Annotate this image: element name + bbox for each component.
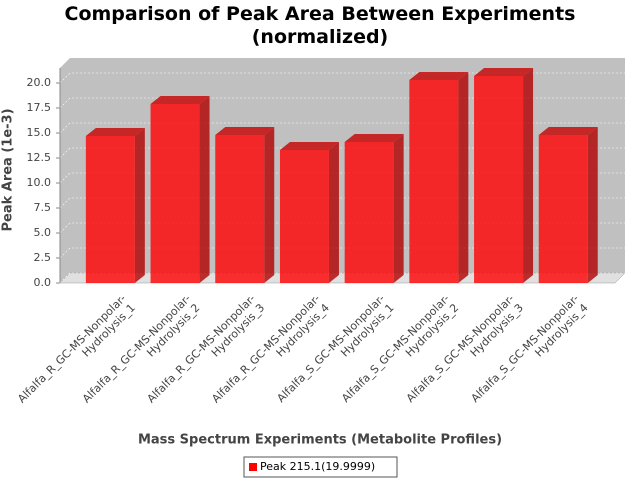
- bar: [279, 150, 329, 283]
- y-tick-label: 5.0: [34, 226, 52, 239]
- bar: [409, 80, 459, 283]
- y-tick-label: 2.5: [34, 251, 52, 264]
- x-tick-label: Alfalfa_S_GC-MS-Nonpolar-Hydrolysis_4: [469, 292, 591, 414]
- bar-side: [328, 142, 339, 283]
- bar-top: [474, 68, 534, 76]
- y-tick-label: 17.5: [27, 101, 52, 114]
- y-tick-label: 7.5: [34, 201, 52, 214]
- bar: [215, 135, 265, 283]
- x-tick-label: Alfalfa_S_GC-MS-Nonpolar-Hydrolysis_1: [274, 292, 396, 414]
- x-tick-label: Alfalfa_S_GC-MS-Nonpolar-Hydrolysis_3: [404, 292, 526, 414]
- y-axis-label: Peak Area (1e-3): [1, 108, 16, 231]
- y-tick-label: 15.0: [27, 126, 52, 139]
- bar: [150, 104, 200, 283]
- x-tick-label: Alfalfa_R_GC-MS-Nonpolar-Hydrolysis_2: [80, 292, 203, 415]
- bar-side: [199, 96, 210, 283]
- bar: [85, 136, 135, 283]
- x-tick-label: Alfalfa_S_GC-MS-Nonpolar-Hydrolysis_2: [339, 292, 461, 414]
- bar-side: [523, 68, 534, 283]
- bar-top: [344, 134, 404, 142]
- legend-box: [243, 456, 398, 478]
- bar-top: [279, 142, 339, 150]
- y-tick-label: 0.0: [34, 276, 52, 289]
- x-axis-label: Mass Spectrum Experiments (Metabolite Pr…: [138, 433, 502, 448]
- y-tick-label: 12.5: [27, 151, 52, 164]
- bar-side: [393, 134, 404, 283]
- chart-title: Comparison of Peak Area Between Experime…: [65, 3, 576, 48]
- legend-label: Peak 215.1(19.9999): [260, 460, 375, 473]
- bar: [538, 135, 588, 283]
- bar-side: [458, 72, 469, 283]
- bar-top: [150, 96, 210, 104]
- bar: [474, 76, 524, 283]
- bar-side: [264, 127, 275, 283]
- y-tick-label: 20.0: [27, 76, 52, 89]
- legend-swatch: [249, 463, 257, 471]
- y-tick-label: 10.0: [27, 176, 52, 189]
- x-tick-label: Alfalfa_R_GC-MS-Nonpolar-Hydrolysis_3: [145, 292, 268, 415]
- bar-top: [409, 72, 469, 80]
- bar-side: [587, 127, 598, 283]
- bar-top: [85, 128, 145, 136]
- x-tick-label: Alfalfa_R_GC-MS-Nonpolar-Hydrolysis_1: [15, 292, 138, 415]
- bar-top: [538, 127, 598, 135]
- x-tick-label: Alfalfa_R_GC-MS-Nonpolar-Hydrolysis_4: [209, 292, 332, 415]
- bar-top: [215, 127, 275, 135]
- bar-side: [134, 128, 145, 283]
- bar: [344, 142, 394, 283]
